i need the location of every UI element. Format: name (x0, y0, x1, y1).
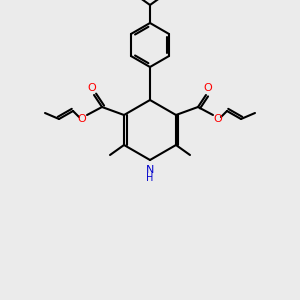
Text: O: O (214, 114, 222, 124)
Text: O: O (204, 83, 212, 93)
Text: O: O (88, 83, 96, 93)
Text: H: H (146, 173, 154, 183)
Text: N: N (146, 165, 154, 175)
Text: O: O (78, 114, 86, 124)
